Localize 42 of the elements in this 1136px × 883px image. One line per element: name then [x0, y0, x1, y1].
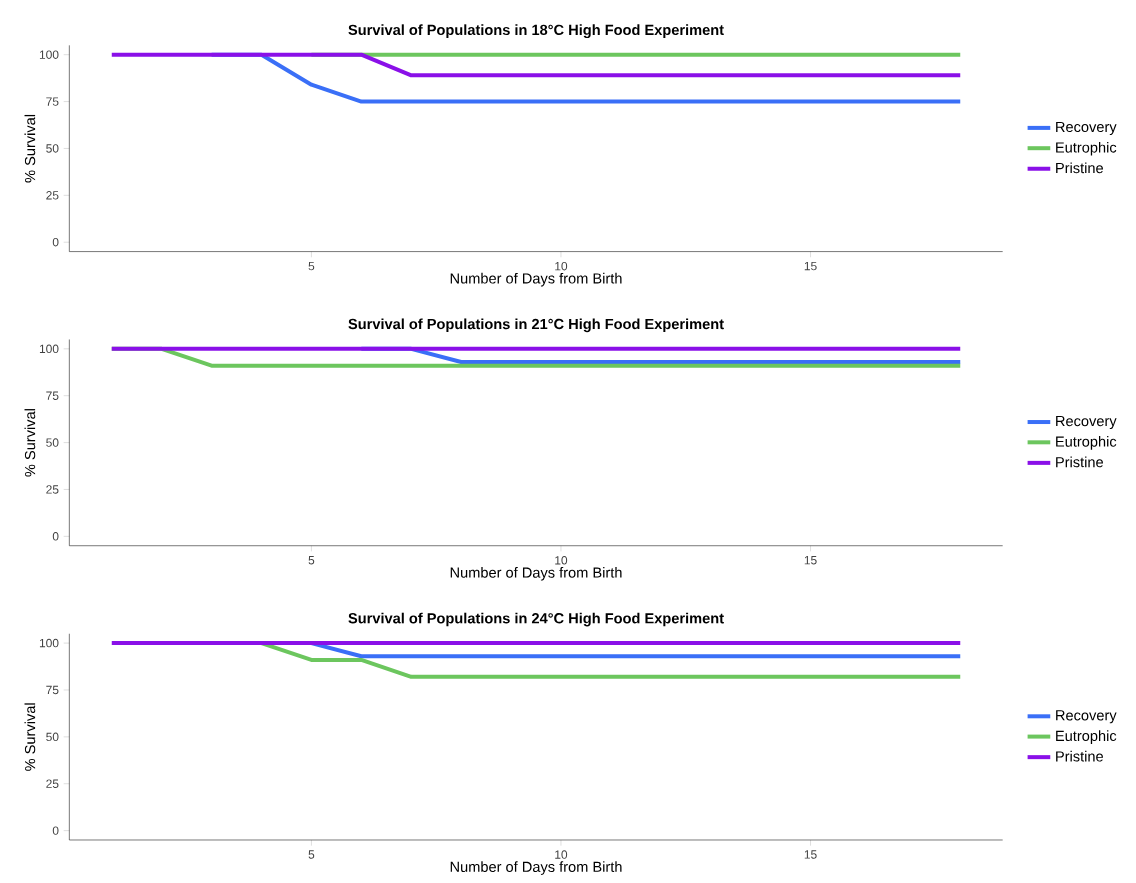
x-tick-label: 10 [555, 262, 568, 271]
y-tick-label: 50 [46, 732, 59, 742]
x-tick-label: 5 [308, 262, 315, 271]
y-tick-label: 50 [46, 144, 59, 153]
x-tick-label: 10 [555, 556, 568, 565]
x-axis-title: Number of Days from Birth [450, 273, 622, 287]
legend-label: Eutrophic [1056, 142, 1117, 156]
y-tick-label: 0 [52, 238, 59, 247]
x-tick-label: 15 [804, 850, 817, 859]
legend-label: Pristine [1056, 456, 1103, 468]
x-axis-title: Number of Days from Birth [450, 861, 622, 876]
legend-label: Recovery [1056, 122, 1117, 136]
y-axis-title: % Survival [24, 409, 36, 477]
legend-label: Pristine [1056, 751, 1103, 762]
x-tick-label: 15 [804, 556, 817, 565]
y-tick-label: 50 [46, 438, 59, 447]
y-tick-label: 25 [46, 191, 59, 200]
legend-label: Eutrophic [1056, 730, 1117, 745]
x-axis-title: Number of Days from Birth [450, 567, 622, 581]
y-tick-label: 0 [52, 826, 59, 836]
y-tick-label: 100 [39, 344, 59, 354]
y-tick-label: 25 [46, 485, 59, 494]
legend-label: Recovery [1056, 416, 1117, 430]
chart-title: Survival of Populations in 21°C High Food Experiment [348, 318, 724, 333]
chart-title: Survival of Populations in 24°C High Food Experiment [348, 612, 724, 627]
chart-title: Survival of Populations in 18°C High Food Experiment [348, 24, 724, 39]
y-tick-label: 100 [39, 639, 59, 648]
y-tick-label: 75 [46, 685, 59, 695]
legend-label: Pristine [1056, 162, 1103, 174]
y-tick-label: 100 [39, 50, 59, 60]
x-tick-label: 15 [804, 262, 817, 271]
x-tick-label: 5 [308, 850, 315, 859]
y-tick-label: 75 [46, 97, 59, 106]
legend-label: Eutrophic [1056, 436, 1117, 450]
y-axis-title: % Survival [24, 115, 36, 183]
x-tick-label: 10 [555, 850, 568, 859]
legend-label: Recovery [1056, 710, 1117, 724]
y-axis-title: % Survival [24, 703, 36, 772]
y-tick-label: 25 [46, 779, 59, 789]
y-tick-label: 0 [52, 532, 59, 541]
y-tick-label: 75 [46, 391, 59, 401]
x-tick-label: 5 [308, 556, 315, 565]
